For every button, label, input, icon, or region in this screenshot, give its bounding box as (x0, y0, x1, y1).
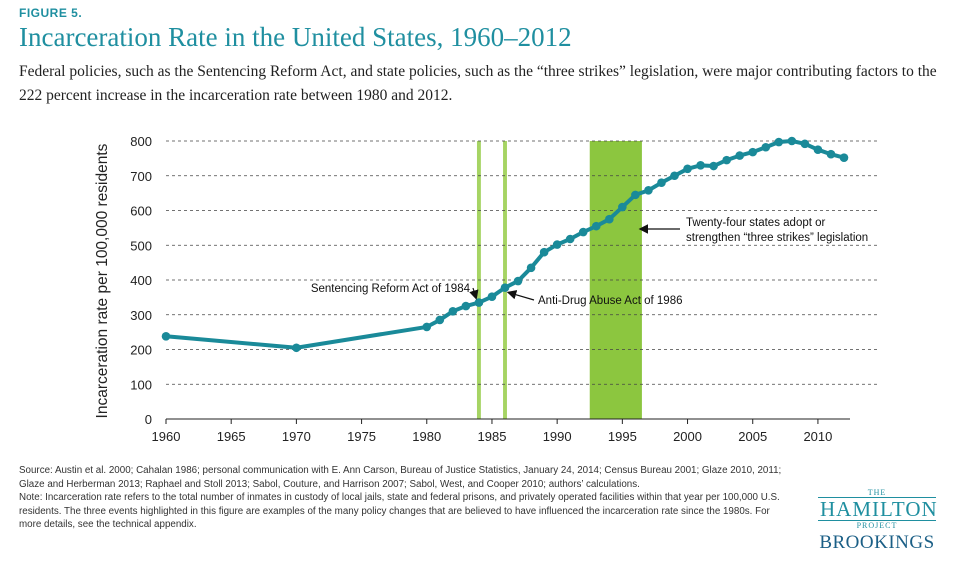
data-point (657, 178, 666, 187)
x-tick-label: 1980 (412, 429, 441, 444)
data-point (500, 283, 510, 292)
y-tick-label: 200 (130, 343, 152, 358)
brookings-logo: BROOKINGS (819, 532, 935, 553)
x-tick-label: 1990 (543, 429, 572, 444)
axes: 0 100 200 300 400 500 600 700 800 1960 1965 1970 197… (94, 134, 850, 444)
data-point (722, 155, 731, 165)
incarceration-rate-chart: 0 100 200 300 400 500 600 700 800 1960 1965 1970 197… (94, 134, 880, 444)
annotation-arrow (506, 290, 535, 301)
data-point (591, 221, 601, 231)
source-note: Source: Austin et al. 2000; Cahalan 1986… (19, 464, 789, 532)
chart-title: Incarceration Rate in the United States,… (19, 22, 572, 52)
y-axis-label: Incarceration rate per 100,000 residents (94, 143, 111, 418)
data-point (748, 147, 758, 157)
data-point (292, 343, 301, 353)
hamilton-project-logo: THE HAMILTON PROJECT (818, 488, 938, 531)
y-tick-label: 100 (130, 377, 152, 392)
figure-label: FIGURE 5. (19, 6, 83, 20)
data-point (552, 240, 562, 249)
x-tick-label: 1970 (282, 429, 311, 444)
data-point (539, 247, 549, 257)
series-lines (161, 136, 849, 353)
data-point (839, 153, 849, 162)
annotation-sentencing-reform: Sentencing Reform Act of 1984 (311, 283, 471, 295)
data-point (435, 315, 445, 325)
annotation-three-strikes: Twenty-four states adopt or strengthen “t… (686, 217, 868, 244)
data-point (787, 136, 797, 146)
x-tick-label: 2005 (738, 429, 767, 444)
data-point (631, 190, 640, 200)
data-point (422, 322, 432, 332)
x-tick-label: 2000 (673, 429, 702, 444)
data-point (670, 171, 679, 181)
hamilton-logo-name: HAMILTON (818, 497, 938, 521)
data-point (800, 139, 810, 149)
x-tick-label: 2010 (803, 429, 832, 444)
y-tick-label: 0 (145, 412, 152, 427)
data-point (565, 234, 575, 244)
x-tick-label: 1985 (478, 429, 507, 444)
note-text: Note: Incarceration rate refers to the t… (19, 492, 780, 531)
data-point (761, 142, 771, 152)
y-tick-label: 700 (130, 169, 152, 184)
y-tick-label: 500 (130, 238, 152, 253)
data-point (448, 306, 458, 316)
gridlines (166, 140, 880, 385)
data-point (461, 301, 471, 311)
source-text: Source: Austin et al. 2000; Cahalan 1986… (19, 465, 782, 490)
x-tick-label: 1975 (347, 429, 376, 444)
data-point (474, 298, 484, 307)
y-tick-label: 800 (130, 134, 152, 149)
annotation-arrow (469, 287, 479, 300)
data-point (813, 145, 823, 154)
data-point (605, 214, 614, 224)
chart-subtitle: Federal policies, such as the Sentencing… (19, 63, 937, 104)
y-tick-label: 600 (130, 204, 152, 219)
x-tick-label: 1960 (152, 429, 181, 444)
data-point (826, 149, 836, 159)
data-point (774, 137, 784, 147)
data-point (683, 164, 692, 174)
x-tick-label: 1965 (217, 429, 246, 444)
x-tick-label: 1995 (608, 429, 637, 444)
data-point (618, 202, 627, 212)
data-point (526, 263, 536, 273)
hamilton-logo-project: PROJECT (856, 521, 898, 530)
data-point (644, 186, 653, 195)
annotations: Sentencing Reform Act of 1984 Anti-Drug A… (311, 217, 868, 307)
data-point (709, 161, 718, 171)
data-point (735, 151, 744, 160)
data-point (578, 227, 588, 237)
data-point (161, 331, 171, 341)
data-point (696, 161, 705, 170)
y-tick-label: 300 (130, 308, 152, 323)
data-point (513, 276, 523, 286)
data-point (487, 292, 497, 301)
annotation-anti-drug: Anti-Drug Abuse Act of 1986 (538, 295, 682, 307)
hamilton-logo-the: THE (867, 488, 887, 497)
y-tick-label: 400 (130, 273, 152, 288)
